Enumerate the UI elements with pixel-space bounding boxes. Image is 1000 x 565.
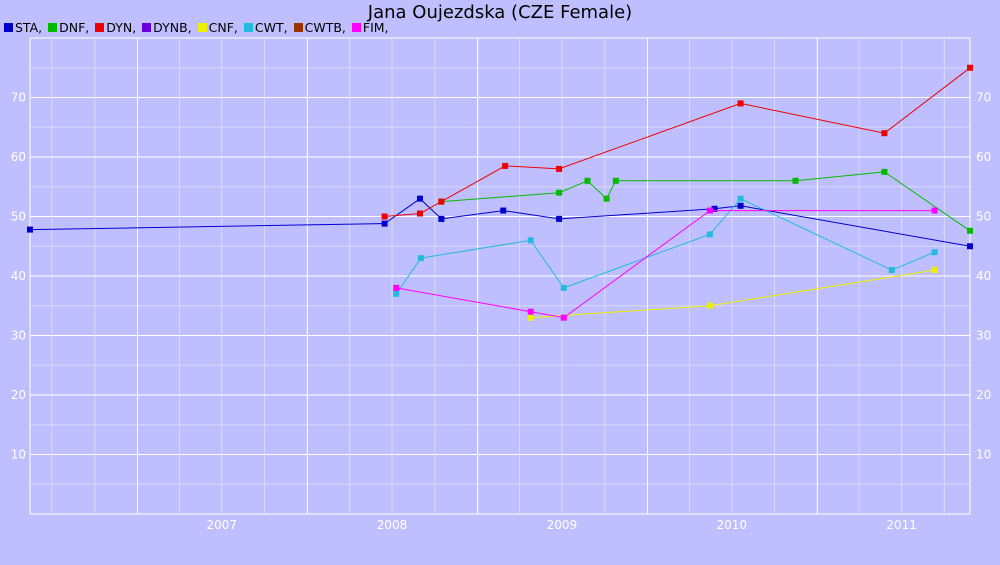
data-point [393, 284, 400, 291]
data-point [560, 314, 567, 321]
data-point [612, 177, 619, 184]
y-tick-label: 10 [11, 448, 26, 462]
legend-item: CWT, [243, 20, 288, 35]
legend-label: CNF, [208, 20, 238, 35]
legend-label: STA, [15, 20, 43, 35]
data-point [706, 231, 713, 238]
data-point [417, 255, 424, 262]
y-tick-label: 60 [11, 150, 26, 164]
series-line [395, 198, 935, 295]
legend-label: CWTB, [304, 20, 346, 35]
x-tick-label: 2008 [377, 518, 408, 532]
data-point [381, 220, 388, 227]
data-point [792, 177, 799, 184]
legend-swatch [293, 23, 303, 32]
data-point [603, 195, 610, 202]
data-point [556, 189, 563, 196]
legend-label: DYNB, [153, 20, 192, 35]
legend-label: CWT, [254, 20, 288, 35]
data-point [967, 64, 973, 71]
data-point [27, 226, 33, 233]
data-point [416, 195, 423, 202]
y-tick-label: 30 [11, 329, 26, 343]
data-point [527, 237, 534, 244]
y-tick-label: 20 [976, 388, 991, 402]
legend-swatch [243, 23, 253, 32]
data-point [381, 213, 388, 220]
series-line [29, 198, 971, 247]
series-line [530, 269, 935, 319]
y-tick-label: 30 [976, 329, 991, 343]
data-point [393, 290, 400, 297]
legend-label: FIM, [362, 20, 389, 35]
data-point [556, 165, 563, 172]
y-tick-label: 70 [976, 91, 991, 105]
y-tick-label: 20 [11, 388, 26, 402]
data-point [706, 207, 713, 214]
y-tick-label: 60 [976, 150, 991, 164]
y-tick-label: 40 [976, 269, 991, 283]
series-line [441, 171, 971, 232]
legend-item: CNF, [197, 20, 238, 35]
data-point [502, 162, 509, 169]
legend-item: CWTB, [293, 20, 346, 35]
data-point [500, 207, 507, 214]
data-point [556, 215, 563, 222]
y-tick-label: 10 [976, 448, 991, 462]
legend-swatch [4, 23, 13, 32]
data-point [706, 302, 713, 309]
y-tick-label: 50 [11, 210, 26, 224]
series-line [384, 67, 971, 217]
data-point [527, 308, 534, 315]
x-tick-label: 2007 [206, 518, 237, 532]
data-point [711, 205, 718, 212]
legend-item: DYN, [95, 20, 136, 35]
data-point [560, 284, 567, 291]
data-point [527, 314, 534, 321]
legend-swatch [142, 23, 152, 32]
legend-item: FIM, [351, 20, 389, 35]
data-point [967, 243, 973, 250]
data-point [737, 100, 744, 107]
legend-item: DYNB, [142, 20, 192, 35]
x-tick-label: 2011 [886, 518, 917, 532]
x-tick-label: 2010 [716, 518, 747, 532]
chart-title: Jana Oujezdska (CZE Female) [367, 2, 633, 23]
data-point [931, 267, 938, 274]
legend-swatch [48, 23, 58, 32]
legend-label: DNF, [59, 20, 90, 35]
x-tick-label: 2009 [547, 518, 578, 532]
legend-label: DYN, [106, 20, 137, 35]
data-point [584, 177, 591, 184]
legend-item: STA, [4, 20, 42, 35]
y-tick-label: 50 [976, 210, 991, 224]
y-tick-label: 70 [11, 91, 26, 105]
data-point [438, 215, 445, 222]
data-point [438, 198, 445, 205]
y-tick-label: 40 [11, 269, 26, 283]
data-point [888, 267, 895, 274]
data-point [967, 227, 973, 234]
legend-swatch [95, 23, 105, 32]
data-point [931, 207, 938, 214]
data-point [416, 210, 423, 217]
data-point [881, 168, 888, 175]
legend-swatch [351, 23, 361, 32]
data-point [881, 130, 888, 137]
data-point [737, 202, 744, 209]
series-line [396, 210, 935, 319]
data-point [737, 195, 744, 202]
legend: STA, DNF, DYN, DYNB, CNF, CWT, CWTB, FIM, [4, 20, 395, 35]
legend-swatch [197, 23, 207, 32]
data-point [931, 249, 938, 256]
plot-frame [29, 37, 971, 515]
legend-item: DNF, [48, 20, 89, 35]
